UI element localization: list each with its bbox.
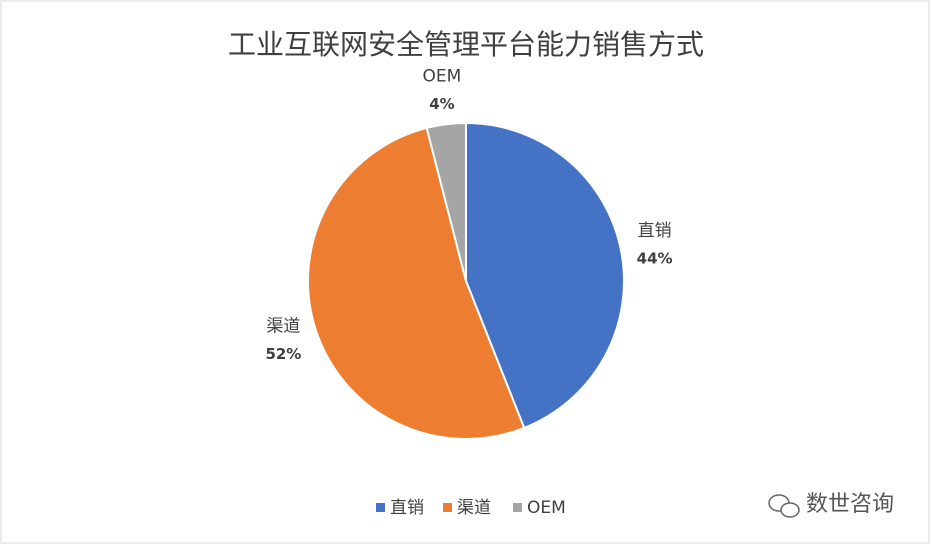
- legend-swatch: [513, 503, 522, 512]
- slice-value-label: 4%: [429, 95, 454, 113]
- pie-slice: [425, 121, 467, 282]
- legend-label: 直销: [390, 498, 424, 518]
- slice-label: 渠道: [266, 316, 300, 336]
- slice-value-label: 44%: [637, 250, 673, 268]
- legend-swatch: [376, 503, 385, 512]
- legend-label: 渠道: [457, 498, 491, 518]
- watermark-icon: [768, 494, 800, 518]
- watermark: 数世咨询: [806, 492, 894, 517]
- legend-swatch: [443, 503, 452, 512]
- slice-label: OEM: [423, 67, 462, 87]
- slice-value-label: 52%: [265, 345, 301, 363]
- slice-label: 直销: [638, 221, 672, 241]
- chart-title: 工业互联网安全管理平台能力销售方式: [228, 28, 704, 61]
- pie-slice: [307, 126, 526, 440]
- legend-label: OEM: [527, 498, 566, 518]
- pie-slice: [465, 121, 625, 430]
